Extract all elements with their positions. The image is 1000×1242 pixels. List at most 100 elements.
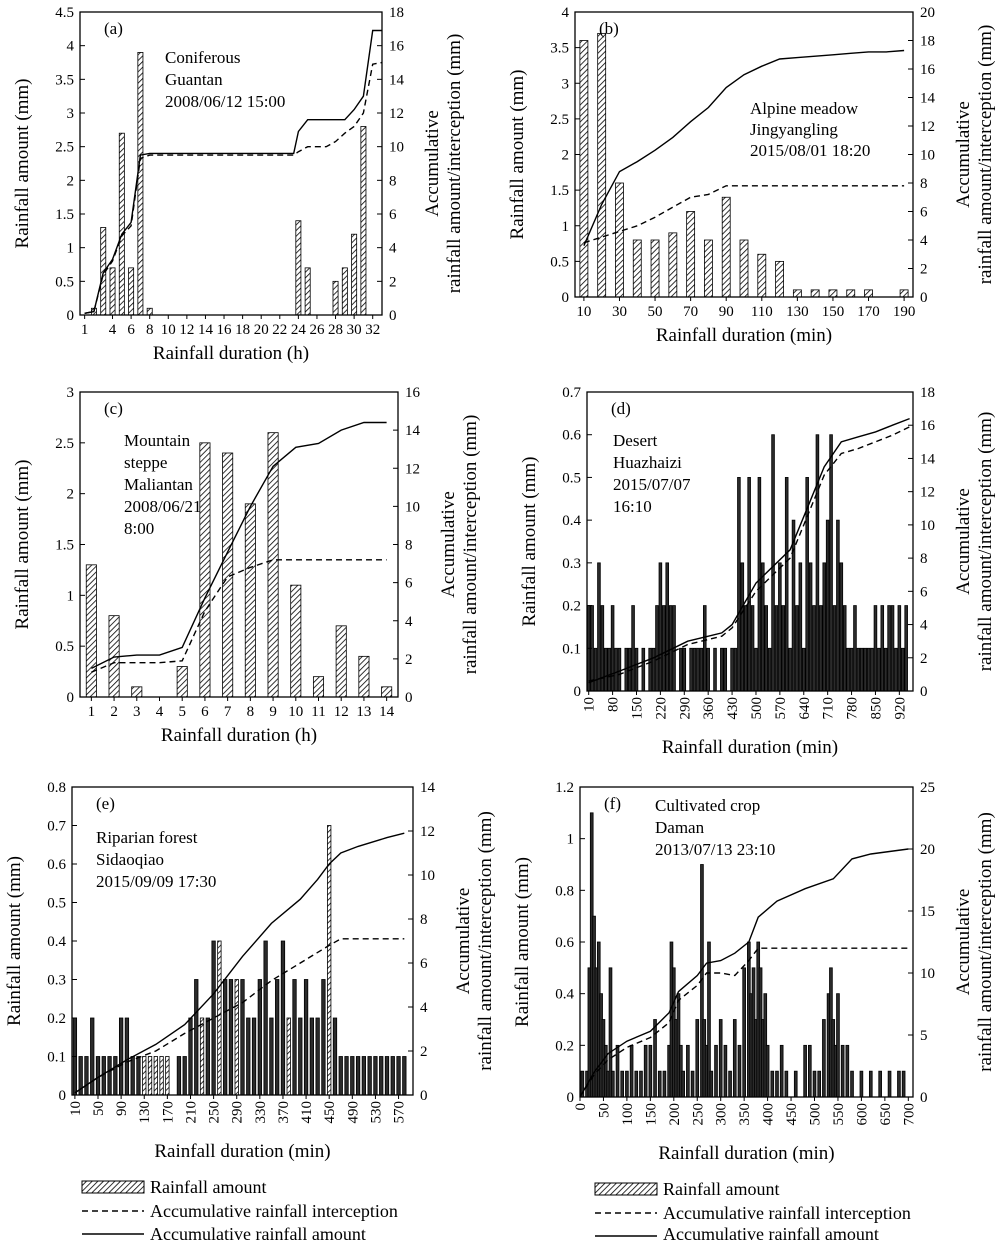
bar — [614, 647, 618, 692]
x-tick-label: 170 — [160, 1101, 176, 1124]
bar — [128, 267, 135, 316]
bar — [791, 519, 796, 692]
y-tick-label: 1 — [67, 588, 75, 604]
y2-tick-label: 14 — [389, 72, 405, 88]
y-tick-label: 0.5 — [47, 896, 66, 912]
y-tick-label: 0 — [67, 690, 75, 706]
bar — [246, 1017, 251, 1096]
y-tick-label: 2.5 — [55, 436, 74, 452]
bar — [312, 676, 325, 698]
bar — [742, 967, 746, 1098]
bar — [815, 434, 820, 692]
x-tick-label: 26 — [309, 322, 325, 338]
bar — [631, 605, 635, 692]
x-tick-label: 6 — [201, 704, 209, 720]
x-tick-label: 700 — [901, 1103, 917, 1126]
bar — [131, 686, 143, 698]
bar — [205, 1017, 210, 1096]
bar — [275, 979, 280, 1096]
x-axis-label: Rainfall duration (min) — [662, 737, 838, 758]
bar — [240, 979, 245, 1096]
y2-tick-label: 6 — [920, 205, 928, 221]
legend-label-accumulative: Accumulative rainfall amount — [663, 1224, 879, 1242]
bar — [798, 562, 803, 692]
x-tick-label: 13 — [356, 704, 371, 720]
bar — [739, 239, 749, 298]
bar — [732, 1019, 737, 1098]
bar — [682, 647, 687, 692]
bar — [779, 1044, 784, 1098]
x-tick-label: 250 — [207, 1101, 223, 1124]
x-tick-label: 10 — [582, 697, 598, 712]
y-tick-label: 1 — [67, 241, 75, 257]
legend-label-rainfall: Rainfall amount — [663, 1179, 779, 1199]
x-tick-label: 850 — [868, 697, 884, 720]
y2-tick-label: 4 — [920, 233, 928, 249]
y2-tick-label: 2 — [405, 652, 413, 668]
bar — [360, 126, 367, 316]
bar — [648, 647, 652, 692]
bar — [757, 477, 762, 692]
bar — [845, 1044, 850, 1098]
x-tick-label: 90 — [114, 1101, 130, 1116]
bar — [686, 211, 696, 298]
y2-tick-label: 25 — [920, 780, 935, 796]
bar — [839, 562, 844, 692]
x-tick-label: 130 — [786, 304, 809, 320]
bar — [864, 289, 873, 298]
bar — [720, 647, 724, 692]
bar — [648, 1044, 653, 1098]
legend-swatch-rainfall — [81, 1180, 145, 1194]
bar — [733, 647, 738, 692]
y2-tick-label: 14 — [405, 423, 421, 439]
x-tick-label: 10 — [576, 304, 591, 320]
bar — [795, 605, 799, 692]
bar — [165, 1056, 170, 1096]
y2-tick-label: 8 — [389, 173, 397, 189]
y-tick-label: 0.2 — [555, 1038, 574, 1054]
y2-axis-label: rainfall amount/interception (mm) — [975, 412, 996, 672]
interception-line — [579, 947, 909, 1098]
bar — [147, 1056, 153, 1096]
bar — [740, 562, 745, 692]
bar — [897, 605, 902, 692]
bar — [825, 519, 830, 692]
bar — [792, 289, 802, 298]
bar — [801, 647, 806, 692]
bar — [743, 605, 748, 692]
bar — [107, 1056, 112, 1096]
x-tick-label: 30 — [347, 322, 362, 338]
y2-tick-label: 10 — [405, 499, 420, 515]
bar — [651, 647, 656, 692]
bar — [713, 647, 717, 692]
bar — [686, 1044, 690, 1098]
bar — [778, 562, 782, 692]
y2-tick-label: 0 — [920, 684, 928, 700]
bar — [730, 647, 734, 692]
bar — [817, 1070, 822, 1098]
x-tick-label: 350 — [737, 1103, 753, 1126]
y-tick-label: 3 — [562, 76, 570, 92]
y-tick-label: 0.5 — [550, 254, 569, 270]
y2-tick-label: 10 — [920, 148, 935, 164]
y-tick-label: 1 — [562, 219, 570, 235]
x-tick-label: 490 — [345, 1101, 361, 1124]
annotation-line: Alpine meadow — [750, 99, 859, 118]
y-tick-label: 0.5 — [55, 274, 74, 290]
x-tick-label: 90 — [719, 304, 734, 320]
bar — [381, 686, 393, 698]
bar — [853, 605, 857, 692]
y-tick-label: 0 — [59, 1088, 67, 1104]
y-tick-label: 0.6 — [562, 428, 581, 444]
bar — [402, 1056, 407, 1096]
bar — [113, 1056, 118, 1096]
bar — [901, 1070, 906, 1098]
bar — [118, 132, 125, 316]
y2-tick-label: 6 — [920, 584, 928, 600]
panel-label: (c) — [104, 399, 123, 418]
y2-tick-label: 2 — [420, 1044, 428, 1060]
bar — [620, 1070, 625, 1098]
bar — [846, 647, 850, 692]
x-tick-label: 400 — [761, 1103, 777, 1126]
y-tick-label: 0.4 — [562, 513, 581, 529]
